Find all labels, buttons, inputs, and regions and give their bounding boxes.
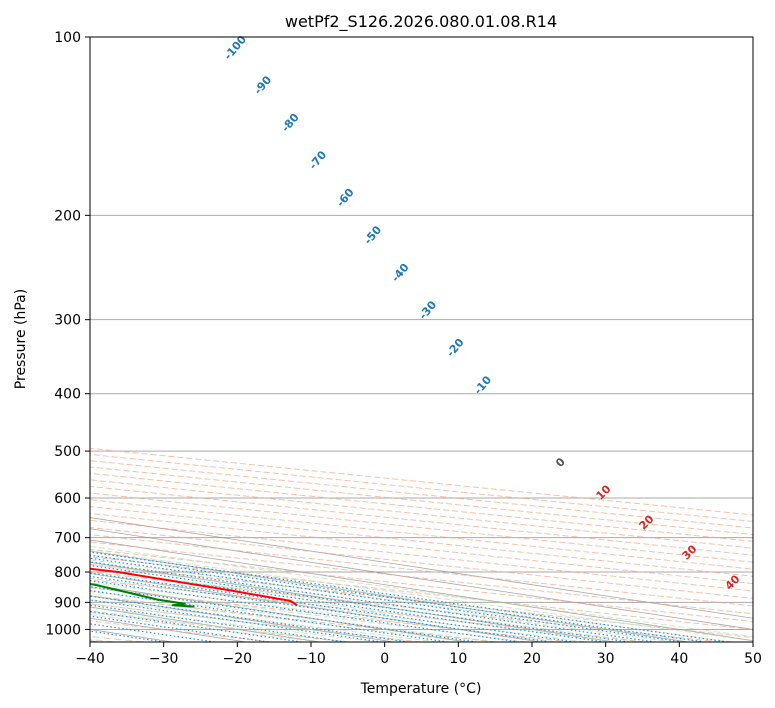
mixing-ratio-line xyxy=(90,586,477,642)
y-tick-label: 900 xyxy=(54,595,81,611)
dry-adiabat xyxy=(90,526,753,599)
y-tick-label: 600 xyxy=(54,491,81,507)
dry-adiabat xyxy=(90,472,753,542)
isotherm-gridline xyxy=(90,517,753,619)
x-tick-label: −10 xyxy=(296,651,326,667)
x-tick-label: 0 xyxy=(380,651,389,667)
dry-adiabat xyxy=(90,479,753,549)
y-axis-label: Pressure (hPa) xyxy=(13,289,29,389)
y-tick-label: 1000 xyxy=(45,622,81,638)
x-tick-label: 10 xyxy=(449,651,467,667)
moist-adiabat xyxy=(90,577,586,642)
dry-adiabat xyxy=(90,534,753,607)
isotherm-gridline xyxy=(90,528,753,630)
plot-frame xyxy=(89,36,754,643)
x-tick-label: 40 xyxy=(670,651,688,667)
dry-adiabat xyxy=(90,512,753,585)
y-tick-label: 800 xyxy=(54,565,81,581)
dry-adiabat xyxy=(90,485,753,556)
x-tick-label: −40 xyxy=(75,651,105,667)
y-tick-label: 300 xyxy=(54,313,81,329)
x-tick-label: −30 xyxy=(149,651,179,667)
axis-layer: −40 −30 −20 −10 0 10 20 30 40 50 100 200 300 400 500 60… xyxy=(45,30,762,667)
x-tick-label: −20 xyxy=(223,651,253,667)
moist-adiabat xyxy=(90,559,704,642)
moist-adiabat xyxy=(90,595,468,642)
x-axis-label: Temperature (°C) xyxy=(360,681,482,697)
isotherm-gridline xyxy=(90,539,753,642)
y-tick-label: 500 xyxy=(54,444,81,460)
y-tick-label: 200 xyxy=(54,208,81,224)
x-tick-label: 30 xyxy=(597,651,615,667)
x-tick-label: 20 xyxy=(523,651,541,667)
x-tick-label: 50 xyxy=(744,651,762,667)
dry-adiabat xyxy=(90,492,753,563)
moist-adiabat xyxy=(90,586,527,642)
y-tick-label: 100 xyxy=(54,30,81,46)
mixing-ratio-line xyxy=(90,580,520,642)
dry-adiabat xyxy=(90,519,753,592)
y-tick-label: 700 xyxy=(54,531,81,547)
y-tick-label: 400 xyxy=(54,387,81,403)
chart-title: wetPf2_S126.2026.080.01.08.R14 xyxy=(285,12,557,32)
moist-adiabat xyxy=(90,545,753,638)
moist-adiabat xyxy=(90,573,615,642)
grid-layer xyxy=(90,37,753,642)
mixing-ratio-line xyxy=(90,575,551,642)
mixing-ratio-line xyxy=(90,551,728,642)
